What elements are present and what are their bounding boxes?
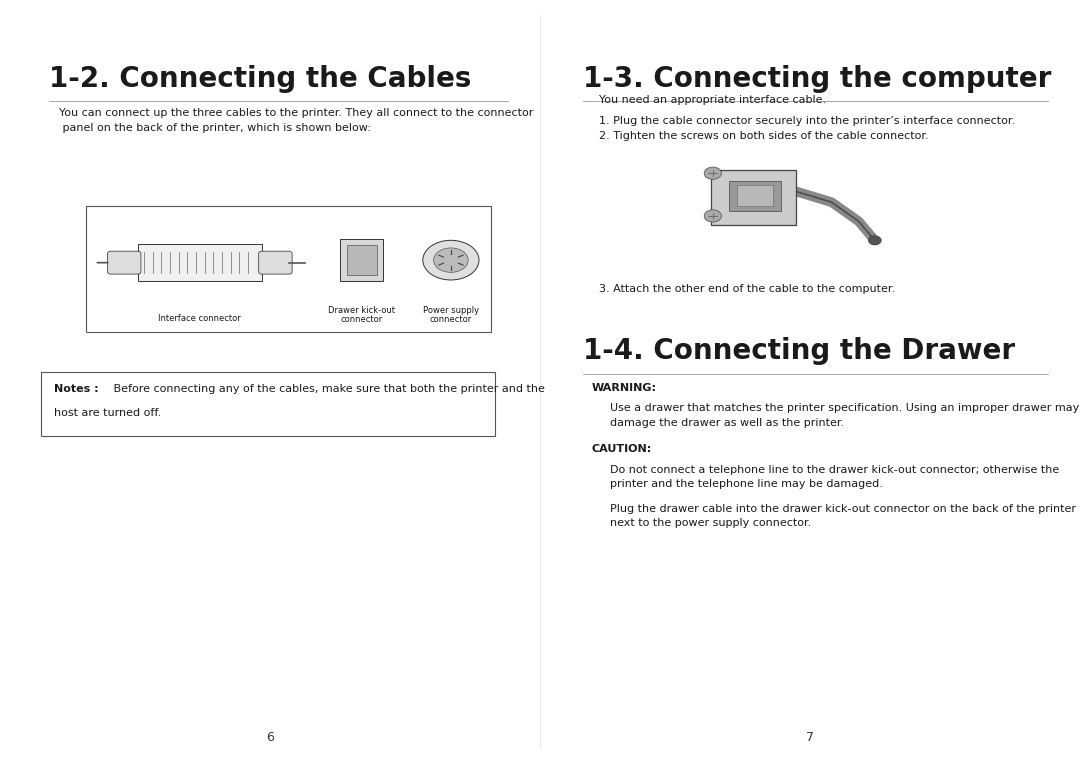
Text: You can connect up the three cables to the printer. They all connect to the conn: You can connect up the three cables to t…	[59, 108, 534, 134]
Circle shape	[704, 210, 721, 222]
FancyBboxPatch shape	[259, 251, 292, 274]
Text: host are turned off.: host are turned off.	[54, 408, 161, 418]
Text: 6: 6	[266, 731, 274, 744]
Bar	[41, 372, 495, 436]
Bar	[138, 244, 261, 281]
Text: 1. Plug the cable connector securely into the printer’s interface connector.
2. : 1. Plug the cable connector securely int…	[599, 116, 1015, 141]
Circle shape	[868, 236, 881, 245]
Circle shape	[704, 167, 721, 179]
Text: 3. Attach the other end of the cable to the computer.: 3. Attach the other end of the cable to …	[599, 284, 895, 294]
Bar	[340, 239, 383, 281]
Text: connector: connector	[430, 315, 472, 324]
Text: 1-2. Connecting the Cables: 1-2. Connecting the Cables	[49, 65, 471, 93]
FancyBboxPatch shape	[108, 251, 140, 274]
Text: CAUTION:: CAUTION:	[592, 444, 652, 454]
FancyBboxPatch shape	[711, 170, 796, 225]
Circle shape	[423, 240, 480, 280]
Bar	[86, 206, 491, 332]
Bar	[737, 185, 773, 206]
Circle shape	[433, 248, 469, 272]
Text: Use a drawer that matches the printer specification. Using an improper drawer ma: Use a drawer that matches the printer sp…	[610, 403, 1079, 428]
Text: Plug the drawer cable into the drawer kick-out connector on the back of the prin: Plug the drawer cable into the drawer ki…	[610, 504, 1076, 529]
Text: Drawer kick-out: Drawer kick-out	[328, 306, 395, 315]
Text: 7: 7	[806, 731, 814, 744]
Text: Notes :: Notes :	[54, 384, 98, 394]
Bar	[729, 181, 781, 211]
Text: Power supply: Power supply	[423, 306, 478, 315]
Text: You need an appropriate interface cable.: You need an appropriate interface cable.	[599, 95, 826, 105]
Text: connector: connector	[340, 315, 383, 324]
Bar	[347, 245, 377, 275]
Text: 1-4. Connecting the Drawer: 1-4. Connecting the Drawer	[583, 337, 1015, 365]
Text: WARNING:: WARNING:	[592, 383, 657, 393]
Text: Interface connector: Interface connector	[159, 314, 241, 323]
Text: Do not connect a telephone line to the drawer kick-out connector; otherwise the
: Do not connect a telephone line to the d…	[610, 465, 1059, 490]
Text: Before connecting any of the cables, make sure that both the printer and the: Before connecting any of the cables, mak…	[110, 384, 545, 394]
Text: 1-3. Connecting the computer: 1-3. Connecting the computer	[583, 65, 1052, 93]
